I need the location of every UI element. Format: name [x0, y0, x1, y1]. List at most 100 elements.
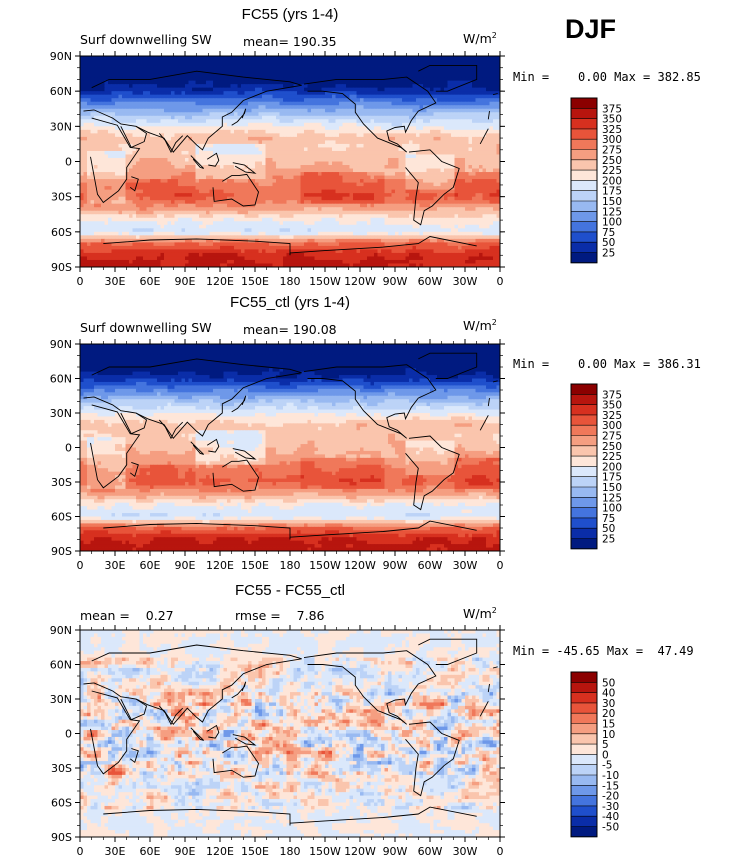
- x-tick-label: 0: [77, 275, 84, 288]
- colorbar-swatch: [571, 733, 597, 745]
- colorbar-label: -15: [602, 780, 619, 792]
- x-tick-label: 0: [77, 559, 84, 572]
- colorbar: 3753503253002752502252001751501251007550…: [570, 383, 622, 550]
- x-tick-label: 120E: [206, 559, 234, 572]
- colorbar-swatch: [571, 425, 597, 436]
- colorbar-swatch: [571, 128, 597, 140]
- y-tick-label: 60N: [50, 85, 72, 98]
- colorbar-label: 300: [602, 134, 622, 146]
- x-tick-label: 150E: [241, 275, 269, 288]
- colorbar-label: 125: [602, 206, 622, 218]
- panel-fc55: FC55 (yrs 1-4) Surf downwelling SW mean=…: [0, 6, 733, 296]
- colorbar-swatch: [571, 108, 597, 119]
- colorbar-swatch: [571, 744, 597, 755]
- colorbar-swatch: [571, 754, 597, 765]
- y-tick-label: 30S: [51, 762, 72, 775]
- colorbar-swatch: [571, 456, 597, 467]
- mean-label: mean= 190.08: [243, 322, 337, 337]
- x-tick-label: 60E: [140, 845, 161, 858]
- x-tick-label: 150W: [309, 559, 341, 572]
- map-field: [80, 630, 500, 837]
- y-tick-label: 60N: [50, 373, 72, 386]
- colorbar: 3753503253002752502252001751501251007550…: [570, 97, 622, 264]
- colorbar-label: -30: [602, 801, 619, 813]
- colorbar-label: 40: [602, 688, 615, 700]
- y-tick-label: 90N: [50, 624, 72, 637]
- colorbar-label: 200: [602, 175, 622, 187]
- colorbar-label: 375: [602, 103, 622, 115]
- colorbar-swatch: [571, 435, 597, 447]
- colorbar-swatch: [571, 170, 597, 181]
- colorbar-swatch: [571, 497, 597, 508]
- colorbar-label: 175: [602, 186, 622, 198]
- field-label: Surf downwelling SW: [80, 32, 212, 47]
- colorbar-label: 100: [602, 217, 622, 229]
- x-tick-label: 120E: [206, 275, 234, 288]
- colorbar-label: 325: [602, 410, 622, 422]
- colorbar-label: 5: [602, 739, 609, 751]
- y-tick-label: 0: [65, 156, 72, 169]
- map-field: [80, 56, 500, 267]
- x-tick-label: 180: [280, 845, 301, 858]
- x-tick-label: 180: [280, 275, 301, 288]
- mean-label: mean = 0.27: [80, 608, 174, 623]
- x-tick-label: 60W: [418, 845, 443, 858]
- colorbar-label: -5: [602, 760, 612, 772]
- colorbar-swatch: [571, 723, 597, 735]
- x-tick-label: 90E: [175, 845, 196, 858]
- mean-label: mean= 190.35: [243, 34, 337, 49]
- season-label: DJF: [565, 14, 616, 45]
- minmax-label: Min = 0.00 Max = 386.31: [513, 357, 701, 371]
- colorbar-label: 350: [602, 400, 622, 412]
- y-tick-label: 60N: [50, 659, 72, 672]
- colorbar-swatch: [571, 190, 597, 202]
- colorbar-swatch: [571, 414, 597, 426]
- x-tick-label: 90E: [175, 275, 196, 288]
- colorbar-label: 50: [602, 677, 615, 689]
- panel-difference: FC55 - FC55_ctl mean = 0.27 rmse = 7.86 …: [0, 582, 733, 866]
- colorbar-swatch: [571, 211, 597, 222]
- x-tick-label: 30W: [453, 275, 478, 288]
- minmax-label: Min = -45.65 Max = 47.49: [513, 644, 694, 658]
- colorbar-label: 125: [602, 492, 622, 504]
- minmax-label: Min = 0.00 Max = 382.85: [513, 70, 701, 84]
- coastlines: [83, 638, 498, 826]
- x-tick-label: 0: [497, 845, 504, 858]
- colorbar-label: 20: [602, 708, 615, 720]
- x-tick-label: 90W: [383, 845, 408, 858]
- coastlines: [83, 352, 498, 540]
- colorbar-swatch: [571, 682, 597, 693]
- units-label: W/m2: [463, 606, 497, 621]
- x-tick-label: 90W: [383, 275, 408, 288]
- colorbar-swatch: [571, 528, 597, 539]
- colorbar-swatch: [571, 149, 597, 161]
- y-tick-label: 30N: [50, 407, 72, 420]
- colorbar-label: 150: [602, 196, 622, 208]
- x-tick-label: 90W: [383, 559, 408, 572]
- units-label: W/m2: [463, 31, 497, 46]
- colorbar-label: 25: [602, 534, 615, 546]
- x-tick-label: 30W: [453, 559, 478, 572]
- colorbar-label: 225: [602, 165, 622, 177]
- colorbar-label: 75: [602, 227, 615, 239]
- x-tick-label: 0: [497, 275, 504, 288]
- x-tick-label: 0: [497, 559, 504, 572]
- x-tick-label: 60E: [140, 275, 161, 288]
- rmse-label: rmse = 7.86: [235, 608, 324, 623]
- colorbar-label: 300: [602, 420, 622, 432]
- colorbar-label: 200: [602, 461, 622, 473]
- colorbar-swatch: [571, 180, 597, 191]
- colorbar-label: -50: [602, 822, 619, 834]
- colorbar-label: 275: [602, 145, 622, 157]
- y-tick-label: 0: [65, 728, 72, 741]
- x-tick-label: 30E: [105, 559, 126, 572]
- x-tick-label: 120W: [344, 845, 376, 858]
- colorbar-swatch: [571, 805, 597, 817]
- colorbar-label: 25: [602, 248, 615, 260]
- y-tick-label: 30S: [51, 476, 72, 489]
- x-tick-label: 90E: [175, 559, 196, 572]
- colorbar-label: 225: [602, 451, 622, 463]
- colorbar-swatch: [571, 242, 597, 253]
- colorbar-swatch: [571, 785, 597, 796]
